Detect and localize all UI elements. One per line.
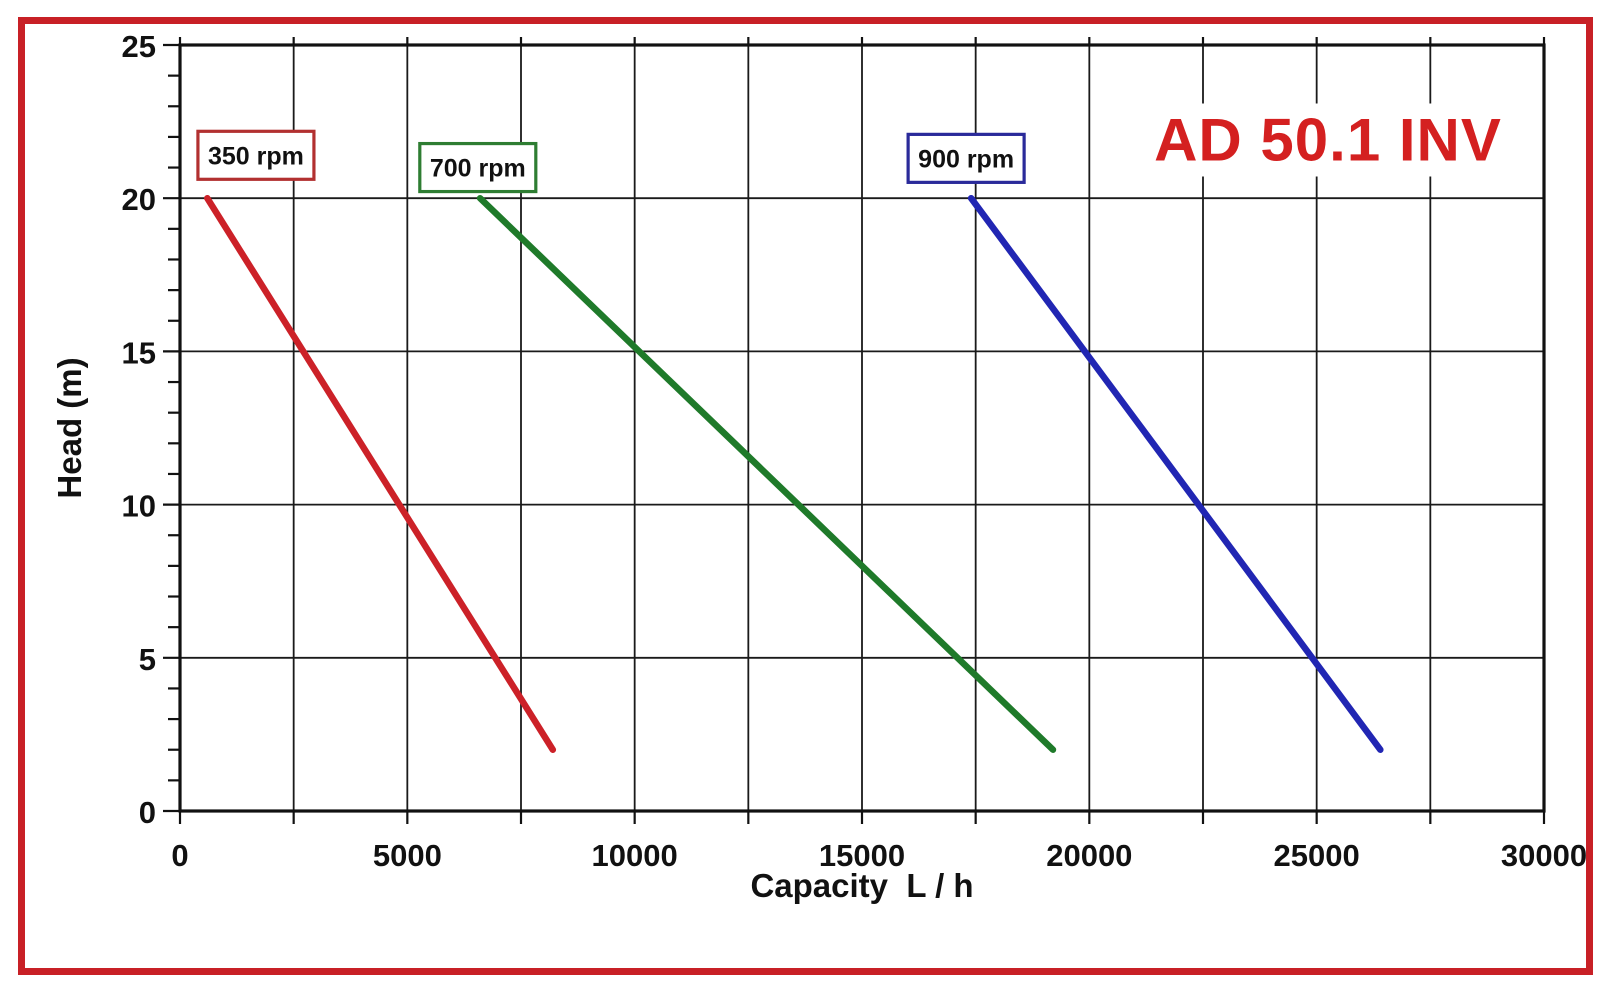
annotation-box-700-rpm	[418, 141, 538, 194]
x-tick-label: 30000	[1501, 838, 1587, 873]
series-line-700-rpm	[476, 194, 1057, 753]
y-axis-title: Head (m)	[51, 357, 88, 499]
x-tick-label: 5000	[373, 838, 442, 873]
x-tick-label: 10000	[592, 838, 678, 873]
series-line-350-rpm	[204, 194, 557, 753]
y-tick-label: 20	[122, 182, 156, 217]
plot-border	[178, 43, 1546, 813]
y-tick-label: 25	[122, 29, 156, 64]
x-tick-label: 20000	[1046, 838, 1132, 873]
x-tick-label: 0	[171, 838, 188, 873]
annotation-label-700-rpm: 700 rpm	[430, 155, 526, 183]
x-tick-label: 25000	[1274, 838, 1360, 873]
annotation-label-900-rpm: 900 rpm	[918, 145, 1014, 173]
y-tick-label: 10	[122, 489, 156, 524]
chart-title: AD 50.1 INV	[1144, 103, 1512, 177]
x-axis-title: Capacity L / h	[750, 867, 974, 904]
y-tick-label: 0	[139, 795, 156, 830]
series-line-900-rpm	[967, 194, 1384, 753]
y-tick-label: 15	[122, 335, 156, 370]
y-tick-label: 5	[139, 642, 156, 677]
x-tick-label: 15000	[819, 838, 905, 873]
annotation-box-900-rpm	[906, 132, 1026, 184]
annotation-label-350-rpm: 350 rpm	[208, 142, 304, 170]
annotation-box-350-rpm	[196, 129, 316, 181]
